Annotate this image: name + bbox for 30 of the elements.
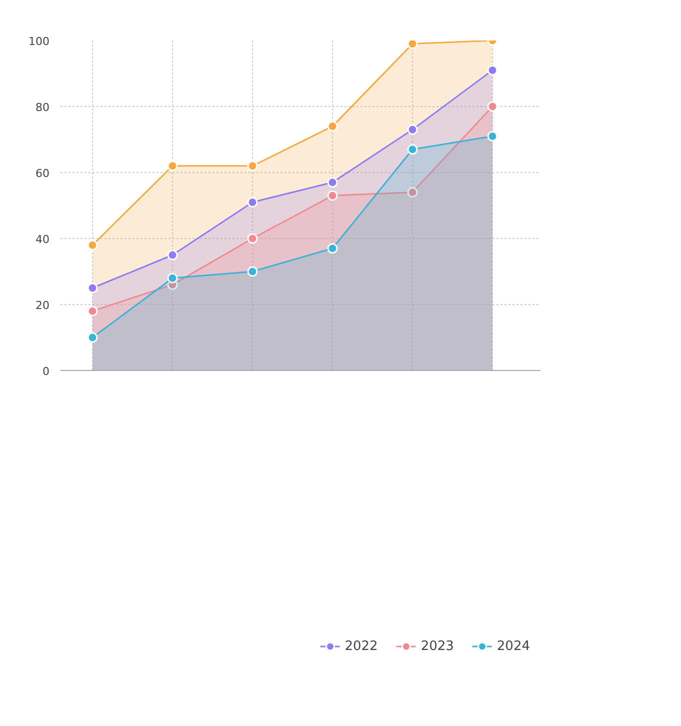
point <box>407 40 418 50</box>
point <box>247 196 258 208</box>
point <box>487 64 498 76</box>
point <box>327 243 338 254</box>
point <box>167 272 178 284</box>
point <box>327 121 338 132</box>
legend-label: 2024 <box>496 638 530 654</box>
y-tick-label: 40 <box>36 233 50 246</box>
point <box>487 130 498 142</box>
point <box>87 240 98 250</box>
point <box>327 177 338 188</box>
point <box>407 124 418 135</box>
point <box>247 160 258 172</box>
point <box>167 250 178 260</box>
y-tick-label: 0 <box>42 365 50 378</box>
point <box>87 332 98 343</box>
point <box>247 233 258 244</box>
point <box>247 266 258 277</box>
point <box>487 101 498 112</box>
point <box>327 190 338 201</box>
point <box>87 306 98 316</box>
legend-label: 2023 <box>420 638 454 654</box>
y-tick-label: 20 <box>36 299 50 312</box>
legend-label: 2022 <box>344 638 378 654</box>
y-tick-label: 80 <box>36 101 50 114</box>
y-tick-label: 100 <box>28 35 50 48</box>
point <box>407 187 418 198</box>
y-tick-label: 60 <box>36 167 50 180</box>
point <box>87 282 98 294</box>
point <box>407 144 418 155</box>
